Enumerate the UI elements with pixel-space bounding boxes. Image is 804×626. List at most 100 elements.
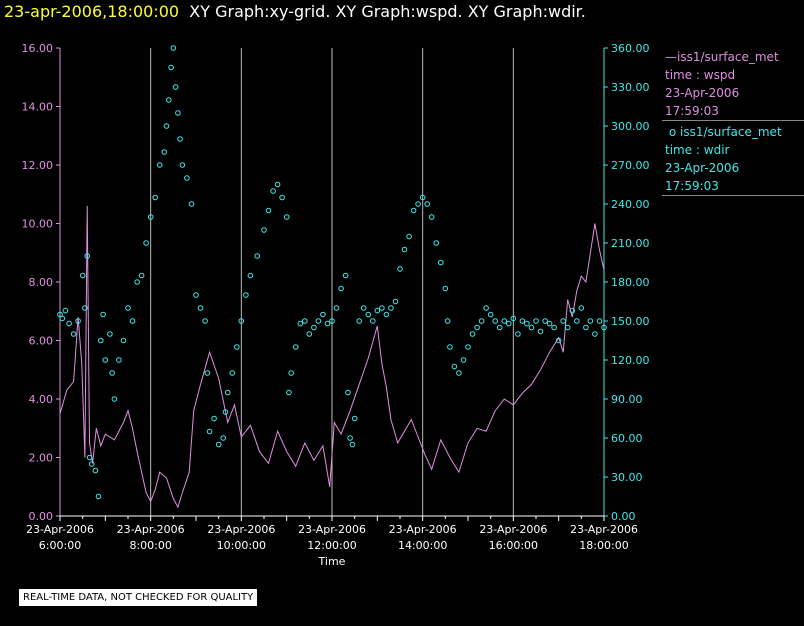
legend-wspd-var: time : wspd [665,68,736,82]
wdir-point [444,318,451,324]
wdir-point [116,357,122,363]
wdir-point [360,305,367,311]
wdir-point [197,305,204,311]
wdir-point [286,389,292,396]
graph-title: 23-apr-2006,18:00:00 XY Graph:xy-grid. X… [4,2,586,21]
wdir-point [247,272,254,279]
wdir-point [254,253,261,259]
wdir-point [478,318,485,324]
left-axis-tick-label: 4.00 [29,393,54,406]
x-tick-date-label: 23-Apr-2006 [479,523,547,536]
wdir-point [592,331,598,337]
wdir-point [62,307,69,314]
wdir-point [270,188,276,194]
wdir-point [388,305,394,311]
wdir-point [129,318,136,324]
legend-wspd-name: —iss1/surface_met [665,50,779,64]
wdir-point [349,441,356,448]
wdir-point [320,311,326,318]
wdir-point [311,324,317,331]
wdir-point [84,253,90,259]
right-axis-tick-label: 270.00 [611,159,650,172]
x-tick-date-label: 23-Apr-2006 [298,523,366,536]
wdir-point [279,194,285,201]
left-axis-tick-label: 2.00 [29,452,54,465]
wdir-point [415,201,421,207]
wdir-point [288,370,295,376]
wdir-point [88,461,95,467]
wdir-point [168,64,174,71]
wdir-point [79,272,86,279]
wdir-point [297,320,304,327]
wdir-point [428,214,435,220]
wdir-point [95,493,102,500]
wdir-point [138,272,145,279]
wdir-point [419,194,426,201]
wdir-point [433,240,440,246]
legend-wdir-time: 17:59:03 [665,179,719,193]
left-axis-tick-label: 14.00 [22,101,54,114]
wdir-point [147,214,154,220]
x-tick-time-label: 10:00:00 [217,539,266,552]
right-axis-tick-label: 300.00 [611,120,650,133]
wdir-point [379,305,385,311]
wdir-point [261,227,267,233]
wdir-point [587,318,594,324]
wdir-point [152,194,158,201]
wdir-point [365,311,372,318]
wdir-point [506,320,512,327]
wdir-point [111,396,118,402]
left-axis-tick-label: 10.00 [22,218,54,231]
wdir-point [447,344,453,350]
wdir-point [487,311,494,318]
right-axis-tick-label: 0.00 [611,510,636,523]
wdir-point [70,331,77,337]
wdir-point [220,435,226,441]
right-axis-tick-label: 210.00 [611,237,650,250]
wdir-point [474,324,480,331]
wdir-point [82,305,88,311]
wdir-point [519,318,526,324]
wdir-point [193,292,199,298]
wdir-point [524,320,530,327]
wdir-point [469,331,476,337]
wdir-point [265,207,272,214]
wdir-point [383,311,390,318]
wdir-point [338,285,344,292]
wdir-point [528,324,535,331]
wdir-point [134,279,140,285]
x-tick-date-label: 23-Apr-2006 [207,523,275,536]
right-axis-tick-label: 30.00 [611,471,643,484]
wdir-point [66,320,72,327]
legend-line-swatch: — [665,50,677,64]
wdir-point [274,181,281,188]
wdir-point [243,292,249,298]
wdir-point [283,214,290,220]
wdir-point [100,311,106,318]
right-axis-tick-label: 360.00 [611,42,650,55]
wdir-point [574,318,580,324]
wdir-point [551,324,557,331]
wdir-point [306,331,313,337]
wdir-point [238,318,245,324]
wdir-point [465,344,471,350]
wdir-point [537,328,544,335]
wdir-point [59,315,66,322]
legend-wdir: o iss1/surface_met time : wdir 23-Apr-20… [662,121,804,196]
legend-wspd: —iss1/surface_met time : wspd 23-Apr-200… [662,46,804,121]
wdir-point [324,320,331,327]
wdir-point [172,84,179,90]
wdir-point [315,318,322,324]
left-axis-tick-label: 8.00 [29,276,54,289]
x-tick-time-label: 14:00:00 [398,539,447,552]
title-graph-list: XY Graph:xy-grid. XY Graph:wspd. XY Grap… [189,2,586,21]
wdir-point [583,324,589,331]
wdir-point [515,331,521,337]
legend-wspd-time: 17:59:03 [665,104,719,118]
wdir-point [175,110,181,116]
wdir-point [161,149,168,155]
wdir-point [397,266,403,272]
wdir-point [542,318,548,324]
right-axis-tick-label: 180.00 [611,276,650,289]
wdir-point [460,357,467,363]
